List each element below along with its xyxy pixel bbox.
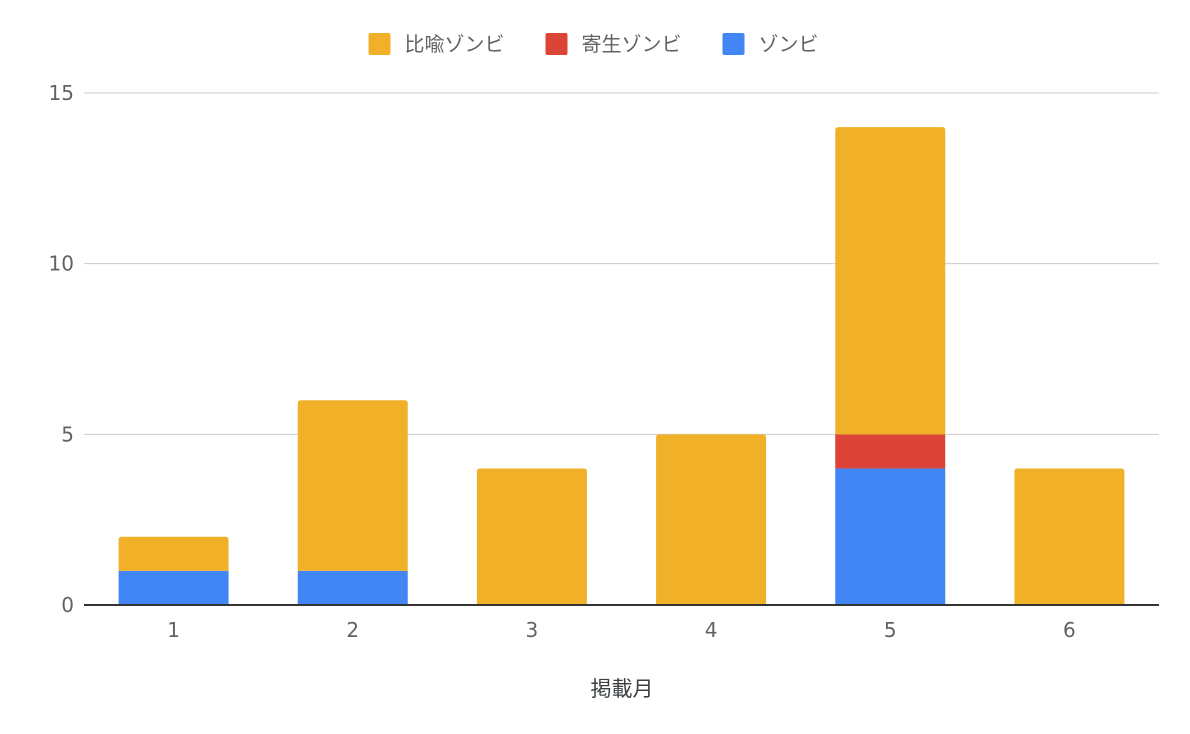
x-axis-title: 掲載月 — [591, 677, 654, 701]
bar-segment-2-series-0 — [297, 570, 408, 605]
bar-segment-1-series-0 — [118, 570, 229, 605]
legend-swatch — [722, 33, 745, 55]
x-tick-label: 4 — [705, 618, 718, 642]
bar-segment-2-series-2 — [297, 400, 408, 571]
bar-segment-4-series-2 — [656, 434, 767, 605]
y-tick-label: 5 — [61, 422, 74, 446]
bar-segment-3-series-2 — [476, 468, 587, 605]
bar-segment-1-series-2 — [118, 536, 229, 571]
x-tick-label: 2 — [346, 618, 359, 642]
y-tick-label: 10 — [49, 252, 74, 276]
legend-swatch — [368, 33, 391, 55]
bar-segment-6-series-2 — [1014, 468, 1125, 605]
x-tick-label: 6 — [1063, 618, 1076, 642]
legend-label: 寄生ゾンビ — [582, 32, 682, 56]
legend-label: 比喩ゾンビ — [405, 32, 505, 56]
legend-label: ゾンビ — [759, 32, 819, 56]
legend-swatch — [545, 33, 568, 55]
y-axis: 0 5 10 15 — [49, 81, 74, 617]
x-tick-label: 5 — [884, 618, 897, 642]
x-tick-label: 1 — [167, 618, 180, 642]
gridlines — [84, 92, 1159, 435]
bars — [118, 127, 1125, 605]
legend: 比喩ゾンビ 寄生ゾンビ ゾンビ — [368, 32, 819, 56]
y-tick-label: 0 — [61, 593, 74, 617]
y-tick-label: 15 — [49, 81, 74, 105]
bar-segment-5-series-2 — [835, 127, 946, 435]
bar-segment-5-series-1 — [835, 434, 946, 469]
bar-segment-5-series-0 — [835, 468, 946, 605]
x-tick-label: 3 — [526, 618, 539, 642]
x-axis: 1 2 3 4 5 6 — [167, 618, 1076, 642]
